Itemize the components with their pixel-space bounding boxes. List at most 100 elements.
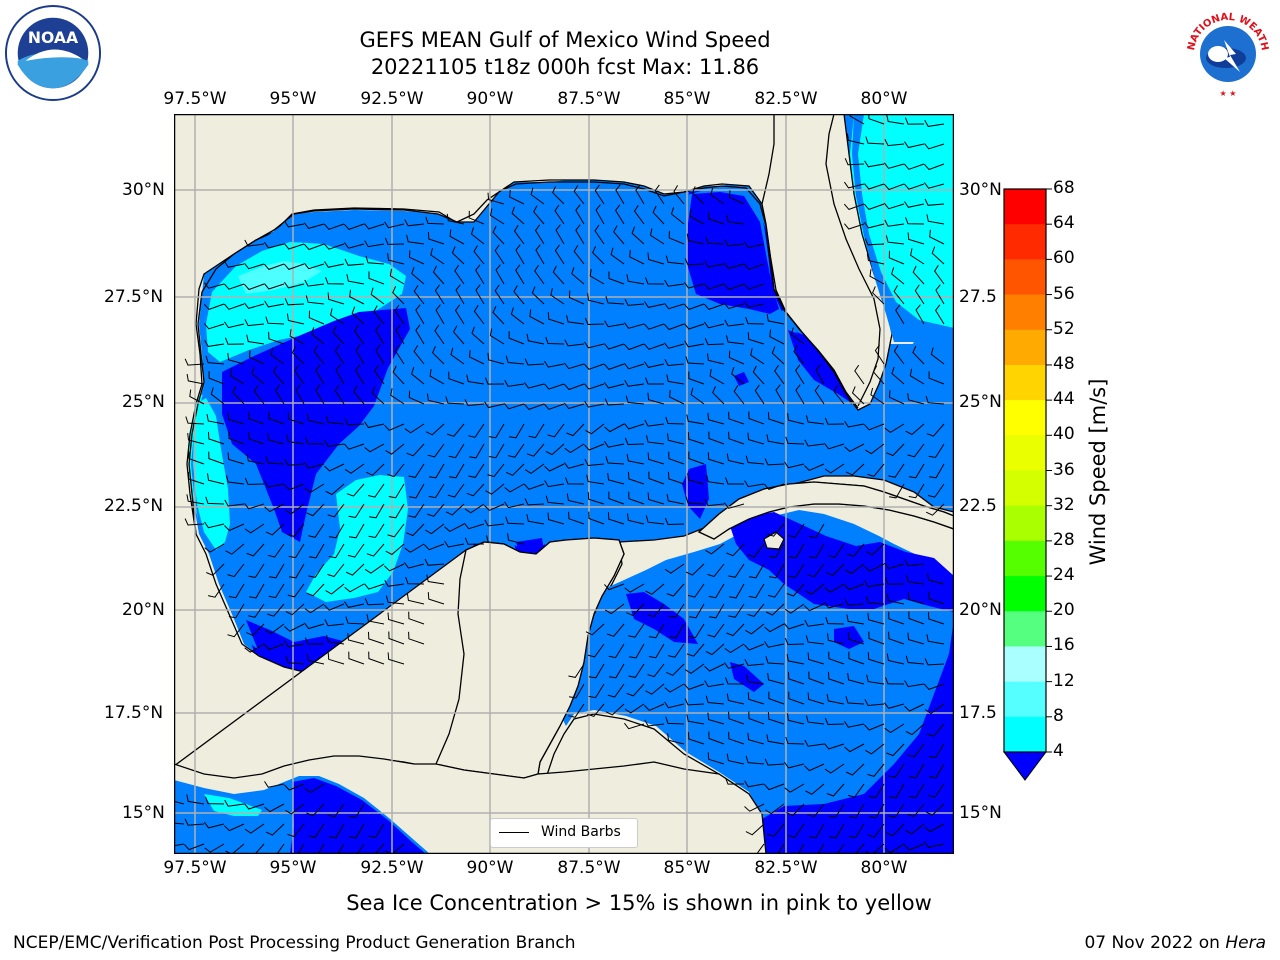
lon-label: 82.5°W xyxy=(754,858,818,878)
wind-barb xyxy=(869,269,885,285)
wind-barb xyxy=(587,643,605,658)
wind-barb xyxy=(708,211,725,225)
wind-barb xyxy=(843,203,865,210)
us-gulf-coastline xyxy=(188,181,859,535)
wind-barb xyxy=(304,622,325,630)
wind-barb xyxy=(204,543,225,553)
wind-barb xyxy=(555,224,565,245)
wind-barb xyxy=(523,403,545,410)
wind-barb xyxy=(385,595,405,605)
wind-barb xyxy=(644,301,665,308)
wind-barb xyxy=(325,277,345,285)
wind-barb xyxy=(487,463,505,478)
sea-ice-note: Sea Ice Concentration > 15% is shown in … xyxy=(346,891,932,915)
wind-barb xyxy=(473,245,485,265)
wind-barb xyxy=(228,583,245,599)
wind-barb xyxy=(746,674,765,685)
wind-barb xyxy=(664,517,685,526)
wind-barb xyxy=(427,231,445,245)
wind-barb xyxy=(788,691,805,705)
colorbar-tick-label: 12 xyxy=(1053,670,1075,691)
wind-barb xyxy=(865,595,885,605)
wind-barb xyxy=(390,388,405,405)
wind-barb xyxy=(683,303,705,310)
wind-barb xyxy=(227,452,245,465)
wind-barb xyxy=(845,463,865,476)
wind-barb xyxy=(404,219,425,227)
wind-barb xyxy=(784,623,805,630)
wind-barb xyxy=(827,633,845,645)
wind-barb xyxy=(452,325,465,345)
lat-label: 20°N xyxy=(122,600,165,620)
wind-barb xyxy=(785,736,805,745)
wind-barb xyxy=(587,703,605,717)
wind-barb xyxy=(413,345,425,365)
wind-barb xyxy=(203,303,225,310)
wind-barb xyxy=(288,563,305,579)
wind-barb xyxy=(925,803,945,816)
lon-label: 90°W xyxy=(466,858,514,878)
wind-barb xyxy=(828,651,845,665)
wind-barb xyxy=(886,114,905,125)
wind-barb xyxy=(908,611,925,625)
gulf-zones-overlay xyxy=(193,192,850,678)
wind-barb xyxy=(824,763,845,774)
wind-barb xyxy=(866,674,885,685)
wind-barb xyxy=(844,583,865,591)
wind-barb xyxy=(504,380,525,387)
wind-barb xyxy=(450,347,465,365)
wind-barb xyxy=(494,244,505,265)
wind-barb xyxy=(515,264,525,285)
wind-barb xyxy=(564,339,585,347)
wind-barb xyxy=(523,382,545,389)
lat-label: 15°N xyxy=(122,803,165,823)
wind-barb xyxy=(836,843,845,854)
wind-barb xyxy=(464,399,485,407)
wind-barb xyxy=(605,703,625,716)
wind-barb xyxy=(904,201,925,208)
wind-barb xyxy=(571,266,585,285)
wind-barb xyxy=(908,783,925,799)
wind-barb xyxy=(408,463,425,478)
wind-barb xyxy=(685,356,705,365)
wind-barb xyxy=(848,651,865,665)
wind-barb xyxy=(470,227,485,245)
wind-barb xyxy=(244,262,265,270)
wind-barb xyxy=(888,611,905,625)
wind-barb xyxy=(534,224,545,245)
wind-barb xyxy=(289,329,305,345)
wind-barb xyxy=(644,361,665,368)
wind-barb xyxy=(687,432,705,445)
wind-barb xyxy=(704,337,725,346)
wind-barb xyxy=(330,308,345,325)
wind-barb xyxy=(563,383,585,391)
wind-barb xyxy=(789,543,805,559)
wind-barb xyxy=(814,384,825,405)
wind-barb xyxy=(924,841,945,848)
wind-barb xyxy=(428,483,445,499)
wind-barb xyxy=(625,395,645,405)
wind-barb xyxy=(373,364,385,385)
wind-barb xyxy=(366,543,385,557)
wind-barb xyxy=(767,411,785,425)
wind-barb xyxy=(332,325,345,345)
wind-barb xyxy=(705,543,725,555)
wind-barb xyxy=(473,304,485,325)
map-frame xyxy=(174,114,954,854)
wind-barb xyxy=(645,277,665,285)
wind-barb xyxy=(564,462,585,469)
wind-barb xyxy=(645,435,665,445)
wind-barb xyxy=(484,503,505,511)
wind-barb xyxy=(747,603,765,617)
wind-barb xyxy=(633,204,645,225)
wind-barb xyxy=(204,521,225,529)
wind-barb xyxy=(667,433,685,445)
wind-barb xyxy=(824,583,845,593)
wind-barb xyxy=(406,443,425,457)
wind-barb xyxy=(786,583,805,597)
colorbar-tick-label: 36 xyxy=(1053,459,1075,480)
wind-barb xyxy=(628,663,645,678)
wind-barb xyxy=(864,160,885,168)
wind-barb xyxy=(373,305,385,325)
wind-barb xyxy=(707,623,725,638)
